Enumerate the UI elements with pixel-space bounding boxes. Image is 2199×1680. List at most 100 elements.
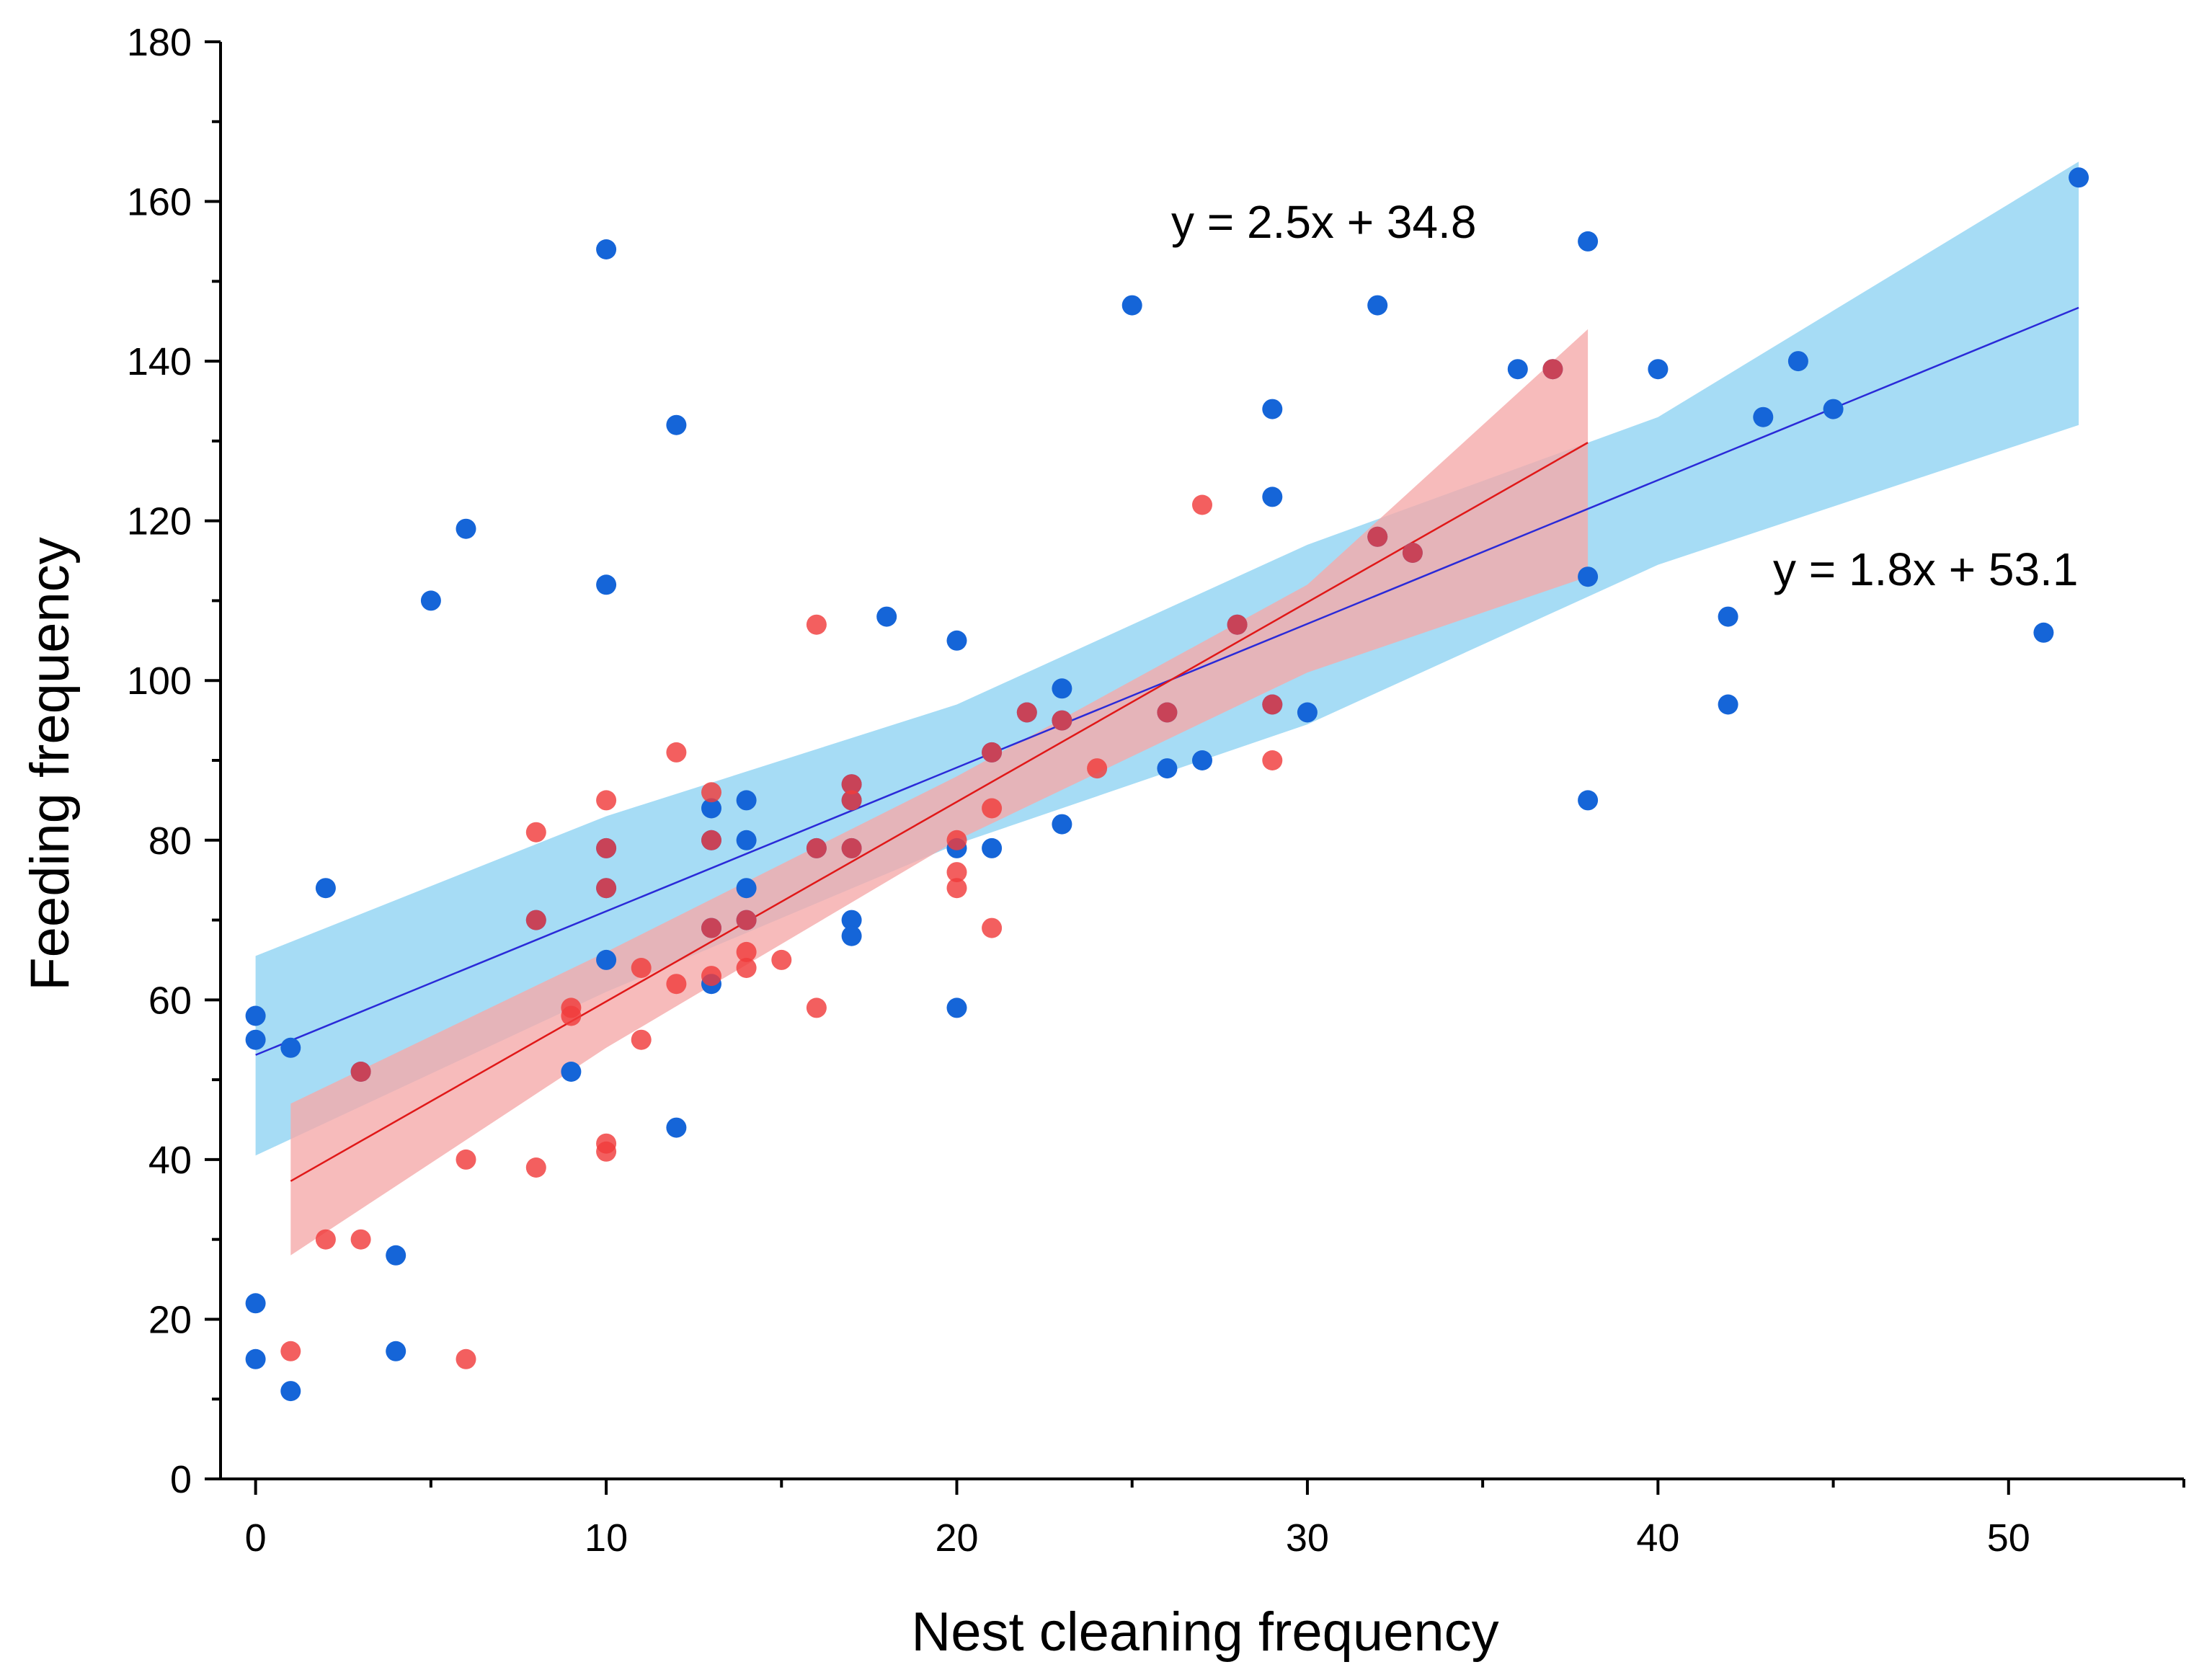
data-point-red [701,917,721,938]
confidence-bands [255,161,2079,1255]
y-tick-label: 80 [148,819,192,863]
y-axis-title: Feeding frequency [19,537,81,991]
y-tick-label: 20 [148,1298,192,1341]
data-point-red [701,782,721,803]
data-point-red [946,862,967,883]
data-point-red [982,917,1003,938]
data-point-blue [596,239,617,259]
data-point-red [1402,543,1423,563]
data-point-blue [386,1245,407,1266]
data-point-red [456,1348,476,1369]
y-tick-label: 140 [127,340,192,383]
data-point-blue [1753,406,1774,427]
data-point-blue [561,1062,582,1082]
labels: y = 2.5x + 34.8 y = 1.8x + 53.1 Nest cle… [19,196,2078,1663]
data-point-red [841,790,862,811]
fit-lines [255,306,2079,1182]
data-point-red [1227,614,1248,635]
data-point-blue [1262,486,1283,507]
data-point-red [1157,702,1178,723]
data-point-red [982,798,1003,819]
data-point-blue [982,837,1003,858]
data-point-red [666,974,687,995]
data-point-red [1262,750,1283,770]
x-tick-label: 0 [245,1516,267,1560]
data-point-blue [1192,750,1212,770]
data-point-blue [1157,758,1178,779]
data-point-red [1192,494,1212,515]
data-point-red [841,837,862,858]
data-point-blue [2069,167,2089,188]
y-tick-label: 160 [127,181,192,224]
data-point-blue [1578,790,1599,811]
data-point-blue [701,798,721,819]
data-point-red [350,1229,371,1250]
data-point-red [946,878,967,899]
data-point-red [1262,694,1283,715]
data-point-blue [1718,606,1738,627]
x-axis-title: Nest cleaning frequency [911,1601,1498,1663]
data-points [245,167,2089,1402]
data-point-blue [1578,231,1599,252]
data-point-red [701,830,721,850]
axes: 0 20 40 60 80 100 120 140 160 180 0 10 20 30 40 50 [127,21,2185,1560]
data-point-red [456,1149,476,1170]
data-point-red [1542,359,1563,380]
data-point-red [701,966,721,987]
data-point-red [596,837,617,858]
data-point-blue [280,1037,301,1058]
x-tick-label: 50 [1987,1516,2030,1560]
data-point-red [771,949,792,970]
data-point-red [1016,702,1037,723]
data-point-blue [736,830,757,850]
data-point-red [982,742,1003,763]
data-point-blue [245,1348,266,1369]
data-point-blue [386,1341,407,1361]
data-point-red [596,1141,617,1162]
data-point-red [525,822,546,843]
data-point-red [596,790,617,811]
data-point-blue [245,1005,266,1026]
data-point-blue [876,606,897,627]
confidence-band-red [290,329,1589,1255]
data-point-blue [245,1029,266,1050]
data-point-blue [1578,566,1599,587]
x-tick-label: 20 [935,1516,978,1560]
data-point-red [1052,710,1072,731]
data-point-blue [666,414,687,435]
data-point-blue [1648,359,1669,380]
data-point-red [631,1029,652,1050]
data-point-blue [736,878,757,899]
data-point-blue [1052,678,1072,699]
data-point-red [806,614,827,635]
fit-line-red [290,442,1589,1182]
data-point-blue [596,949,617,970]
data-point-blue [736,790,757,811]
y-tick-label: 120 [127,500,192,543]
data-point-blue [1787,351,1808,372]
data-point-red [561,1005,582,1026]
data-point-blue [1297,702,1318,723]
data-point-red [806,997,827,1018]
data-point-blue [596,574,617,595]
y-tick-label: 0 [170,1458,192,1501]
x-tick-label: 30 [1286,1516,1329,1560]
data-point-blue [946,630,967,651]
data-point-blue [1507,359,1528,380]
data-point-blue [456,518,476,539]
data-point-blue [1052,814,1072,835]
data-point-red [525,910,546,930]
data-point-blue [315,878,336,899]
y-tick-label: 100 [127,659,192,703]
data-point-red [1087,758,1108,779]
data-point-red [946,830,967,850]
data-point-red [350,1062,371,1082]
data-point-blue [2033,622,2054,643]
x-tick-label: 40 [1636,1516,1679,1560]
data-point-blue [280,1381,301,1402]
y-tick-label: 180 [127,21,192,64]
data-point-blue [666,1117,687,1138]
data-point-red [736,910,757,930]
